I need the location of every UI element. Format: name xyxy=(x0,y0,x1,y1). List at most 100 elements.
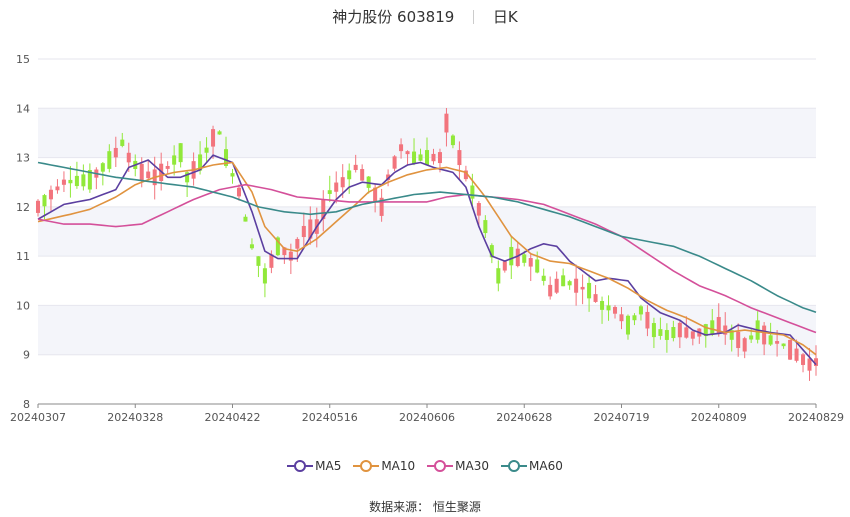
candle-body xyxy=(48,189,53,200)
kline-chart[interactable]: 8 9 10 11 12 13 14 15 20240307 20240328 20240422 20… xyxy=(0,0,850,440)
candle-body xyxy=(217,131,222,135)
y-tick-label: 14 xyxy=(16,102,30,115)
x-tick-label: 20240516 xyxy=(302,411,358,424)
candle-body xyxy=(567,281,572,286)
candle-body xyxy=(269,254,274,268)
x-tick-label: 20240628 xyxy=(496,411,552,424)
candle-body xyxy=(509,246,514,266)
legend-label: MA5 xyxy=(315,458,342,473)
candle-body xyxy=(334,182,339,192)
y-tick-label: 10 xyxy=(16,299,30,312)
candle-body xyxy=(262,268,267,284)
candle-body xyxy=(593,294,598,302)
y-tick-label: 12 xyxy=(16,201,30,214)
candle-body xyxy=(412,151,417,164)
candle-body xyxy=(321,199,326,220)
candle-body xyxy=(476,203,481,216)
y-tick-label: 15 xyxy=(16,53,30,66)
candle-body xyxy=(587,282,592,299)
candle-body xyxy=(172,155,177,165)
candle-body xyxy=(489,245,494,258)
candle-body xyxy=(710,320,715,335)
candle-body xyxy=(684,327,689,338)
candle-body xyxy=(100,163,105,172)
candle-body xyxy=(360,169,365,181)
candle-body xyxy=(554,278,559,293)
legend-item-ma5[interactable]: MA5 xyxy=(287,458,341,473)
candle-body xyxy=(463,170,468,180)
candle-body xyxy=(535,259,540,273)
candle-body xyxy=(178,143,183,163)
candle-body xyxy=(749,335,754,340)
candle-body xyxy=(729,330,734,340)
candle-body xyxy=(126,152,131,163)
candle-body xyxy=(742,338,747,352)
candle-body xyxy=(502,261,507,271)
legend-label: MA30 xyxy=(455,458,490,473)
candle-body xyxy=(703,324,708,337)
legend-item-ma30[interactable]: MA30 xyxy=(427,458,489,473)
candle-body xyxy=(515,248,520,267)
candle-body xyxy=(61,179,66,185)
candle-body xyxy=(418,154,423,161)
x-tick-label: 20240719 xyxy=(594,411,650,424)
x-tick-label: 20240328 xyxy=(107,411,163,424)
candle-body xyxy=(677,322,682,338)
candle-body xyxy=(690,331,695,339)
legend-label: MA10 xyxy=(381,458,416,473)
candle-body xyxy=(638,306,643,315)
y-tick-label: 8 xyxy=(23,398,30,411)
x-tick-label: 20240829 xyxy=(788,411,844,424)
candle-body xyxy=(301,225,306,238)
candle-body xyxy=(457,150,462,166)
legend-swatch-ma60 xyxy=(501,459,528,472)
candle-body xyxy=(762,325,767,345)
candle-body xyxy=(801,354,806,365)
candle-body xyxy=(424,150,430,166)
candle-body xyxy=(574,278,579,293)
period-label[interactable]: 日K xyxy=(492,8,518,26)
line-ma10 xyxy=(37,161,817,356)
candle-body xyxy=(139,163,144,181)
candle-body xyxy=(224,149,229,166)
candle-body xyxy=(275,237,280,256)
candle-body xyxy=(55,186,60,191)
candle-body xyxy=(658,329,663,336)
candle-body xyxy=(165,165,170,169)
candle-body xyxy=(87,170,92,190)
candle-body xyxy=(392,156,397,169)
candle-body xyxy=(541,275,546,281)
candle-body xyxy=(42,195,47,207)
candle-body xyxy=(405,151,410,155)
legend-swatch-ma30 xyxy=(427,459,454,472)
candle-body xyxy=(386,174,391,181)
candle-body xyxy=(120,139,125,146)
candle-body xyxy=(794,348,799,361)
candle-body xyxy=(74,175,79,187)
candle-body xyxy=(548,284,553,297)
candle-body xyxy=(444,113,449,133)
candle-body xyxy=(282,247,287,256)
line-ma60 xyxy=(37,161,817,313)
y-tick-label: 11 xyxy=(16,250,30,263)
y-tick-label: 9 xyxy=(23,349,30,362)
legend-label: MA60 xyxy=(529,458,563,473)
data-source: 数据来源： 恒生聚源 xyxy=(369,500,481,514)
candle-body xyxy=(723,325,728,335)
chart-header: 神力股份 603819 日K xyxy=(0,6,850,30)
candle-body xyxy=(327,190,332,194)
candle-body xyxy=(483,220,488,234)
legend-item-ma10[interactable]: MA10 xyxy=(353,458,415,473)
legend-item-ma60[interactable]: MA60 xyxy=(501,458,563,473)
candle-body xyxy=(807,358,812,371)
candle-body xyxy=(781,343,786,347)
candle-body xyxy=(528,258,533,267)
candle-body xyxy=(580,286,585,290)
candle-body xyxy=(775,341,780,344)
candle-body xyxy=(340,177,345,188)
legend: MA5 MA10 MA30 MA60 xyxy=(0,458,850,473)
candle-body xyxy=(211,129,216,147)
candle-body xyxy=(308,219,313,239)
candle-body xyxy=(230,173,235,177)
